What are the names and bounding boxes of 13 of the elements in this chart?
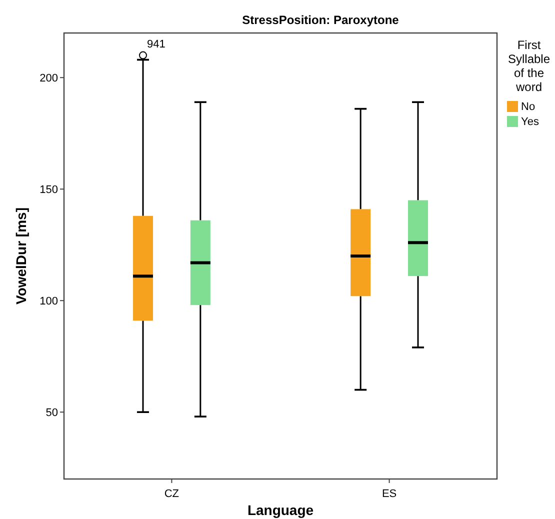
x-axis-title: Language <box>247 502 314 518</box>
legend-label: Yes <box>521 116 540 128</box>
y-tick-label: 200 <box>40 72 58 84</box>
y-tick-label: 150 <box>40 184 58 196</box>
x-tick-label: ES <box>382 488 397 500</box>
chart-title: StressPosition: Paroxytone <box>242 13 400 27</box>
legend-label: No <box>521 101 536 113</box>
y-tick-label: 50 <box>46 406 58 419</box>
y-tick-label: 100 <box>40 295 58 308</box>
x-tick-label: CZ <box>164 488 180 500</box>
y-axis-title: VowelDur [ms] <box>13 208 29 304</box>
annotation: 941 <box>146 38 166 50</box>
legend-title: First Syllable of the word <box>508 38 550 94</box>
